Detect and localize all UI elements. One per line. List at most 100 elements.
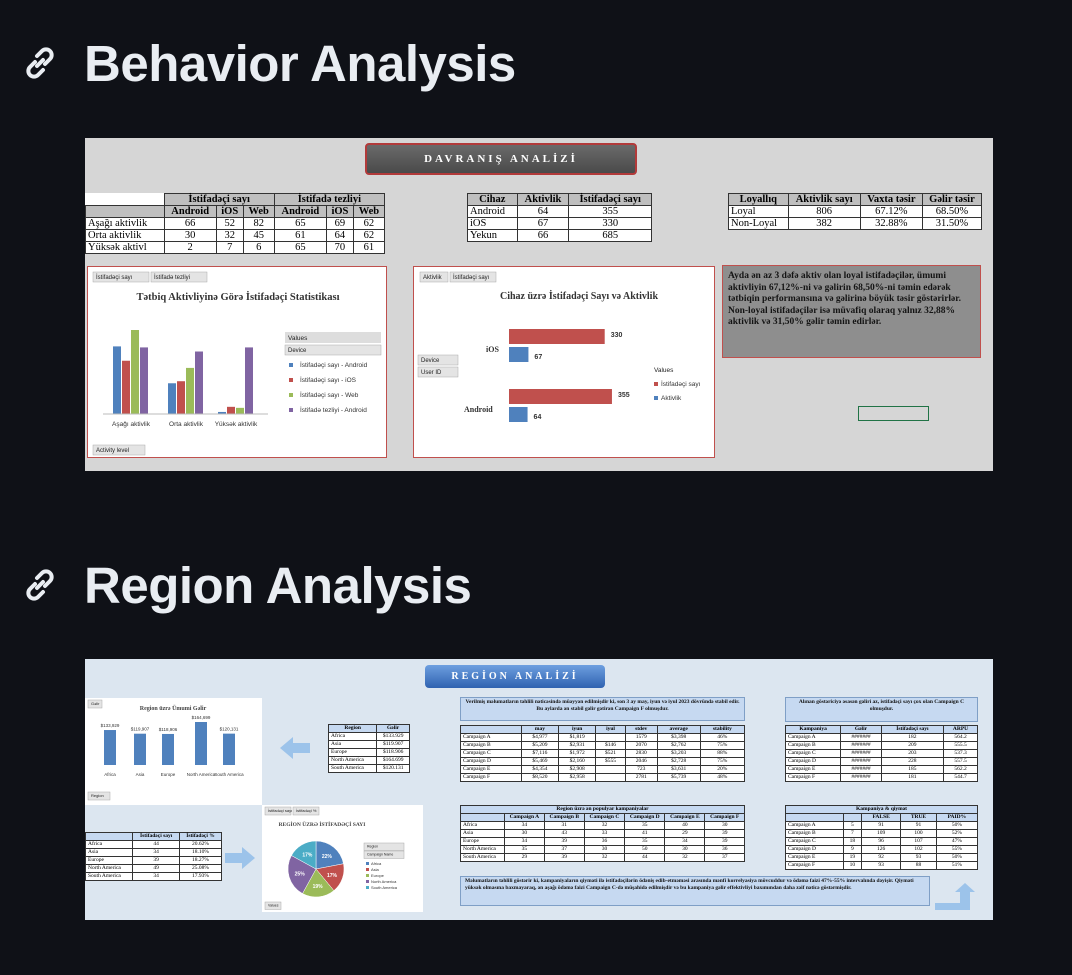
bar (104, 730, 116, 765)
column-header: iyun (558, 725, 597, 734)
row-label: iOS (467, 217, 518, 230)
table-cell: 6 (242, 241, 275, 254)
note-box: Məlumatların təhlili göstərir ki, kampan… (460, 876, 930, 906)
bar (177, 381, 185, 414)
section-heading: Region Analysis (22, 555, 472, 615)
table-row: Orta aktivlik 30 32 45 61 64 62 (85, 229, 386, 242)
table-cell: 29 (664, 829, 706, 838)
table-cell: 806 (787, 205, 861, 218)
table-row: Yüksək aktivl 2 7 6 65 70 61 (85, 241, 386, 254)
table-cell: 544.7 (943, 773, 978, 782)
table-cell: ####### (840, 765, 882, 774)
column-header: Vaxta təsir (859, 193, 923, 206)
table-cell: 32 (583, 853, 626, 862)
table-row: Campaign A $4,977 $1,819 1579 $3,398 46% (460, 733, 746, 742)
table-cell: 564.2 (943, 733, 978, 742)
pivot-button (449, 271, 497, 283)
table-cell: $2,958 (558, 773, 597, 782)
data-table: may iyun iyul stdev average stability Campaign… (460, 725, 746, 782)
table-row: Campaign A 5 91 91 50% (785, 821, 979, 830)
row-label: South America (460, 853, 505, 862)
table-row: Yekun 66 685 (467, 229, 652, 242)
column-header: Loyallıq (728, 193, 789, 206)
table-cell: 88 (900, 861, 937, 870)
pivot-button-label: Campaign Name (367, 853, 393, 857)
table-cell: 7 (215, 241, 244, 254)
row-label: Campaign A (460, 733, 522, 742)
table-cell: 50% (935, 853, 979, 862)
header-row: Campaign A Campaign B Campaign C Campaign D… (460, 813, 745, 822)
column-header: stability (699, 725, 746, 734)
header-row: FALSE TRUE PAID% (785, 813, 979, 822)
bar (223, 733, 235, 765)
table-cell: $5,209 (520, 741, 560, 750)
column-header: Gəlir təsir (921, 193, 983, 206)
pivot-button (87, 699, 103, 709)
bar (131, 330, 139, 414)
table-cell: 45 (242, 229, 275, 242)
table-cell: 67 (516, 217, 570, 230)
table-cell: 34 (503, 821, 545, 830)
row-label: North America (460, 845, 505, 854)
bar (227, 406, 235, 414)
column-header: İstifadəçi sayı (568, 193, 652, 206)
selected-cell (858, 406, 929, 421)
legend-label: Africa (371, 861, 382, 866)
note-box: Alınan göstəriciyə əsasən gəliri az, ist… (785, 697, 978, 722)
table-cell (595, 765, 626, 774)
table-cell: 65 (273, 217, 328, 230)
table-cell: $1,819 (558, 733, 597, 742)
table-row: Campaign D $5,469 $2,160 $555 2046 $2,728 75% (460, 757, 746, 766)
legend-label: North America (371, 879, 397, 884)
legend-label: İstifadəçi sayı - Web (300, 390, 359, 399)
table-cell: 88% (699, 749, 746, 758)
pivot-button-label: İstifadəçi sayı (96, 274, 133, 281)
table-cell: 2070 (624, 741, 658, 750)
table-cell: 9 (842, 845, 863, 854)
heading-text: Behavior Analysis (84, 34, 516, 92)
row-label: Campaign C (784, 749, 842, 758)
table-cell: 32.88% (859, 217, 923, 230)
section-heading: Behavior Analysis (22, 33, 516, 93)
table-cell: 39 (704, 837, 745, 846)
header-row: Loyallıq Aktivlik sayı Vaxta təsir Gəlir tə… (728, 193, 983, 206)
column-header: Gəlir (840, 725, 882, 734)
table-cell: 48% (699, 773, 746, 782)
pivot-button (417, 366, 459, 378)
table-cell: 96 (861, 837, 902, 846)
column-header: Cihaz (467, 193, 518, 206)
table-cell: 181 (880, 773, 945, 782)
table-row: North America 35 37 30 50 30 36 (460, 845, 745, 854)
legend-marker (366, 874, 369, 877)
pivot-button (284, 344, 382, 356)
table-row: Campaign C ####### 203 537.3 (784, 749, 978, 758)
bar (162, 733, 174, 765)
data-label: $120,131 (220, 727, 239, 732)
table-cell: 50 (624, 845, 666, 854)
chart-panel: İstifadəçi sayı İstifadəçi % REGİON ÜZRƏ İ… (262, 805, 423, 912)
table-cell: 32 (215, 229, 244, 242)
table-cell: 69 (326, 217, 354, 230)
row-label: Campaign B (784, 741, 842, 750)
legend-title: Values (288, 335, 308, 342)
table-cell: 55% (935, 845, 979, 854)
pivot-button-label: Aktivlik (423, 275, 443, 281)
header-row: Cihaz Aktivlik İstifadəçi sayı (467, 193, 652, 206)
legend-marker (366, 862, 369, 865)
note-box: Verilmiş məlumatların təhlili nəticəsind… (460, 697, 745, 721)
banner: REGİON ANALİZİ (425, 665, 605, 688)
table-cell: 30 (704, 821, 745, 830)
table-row: Campaign F $8,520 $2,958 2781 $5,739 48% (460, 773, 746, 782)
table-cell: 93 (900, 853, 937, 862)
table-cell: 10 (842, 861, 863, 870)
pie-slice (315, 840, 344, 870)
table-cell: $2,728 (656, 757, 701, 766)
row-label: Campaign F (785, 861, 844, 870)
legend-marker (289, 378, 293, 382)
arrow-up (935, 883, 975, 910)
pivot-button-label: İstifadəçi sayı (268, 808, 292, 813)
table-cell: 29 (503, 853, 545, 862)
table-cell: 41 (624, 829, 666, 838)
table-cell: 47% (935, 837, 979, 846)
x-tick-label: South America (214, 772, 244, 777)
